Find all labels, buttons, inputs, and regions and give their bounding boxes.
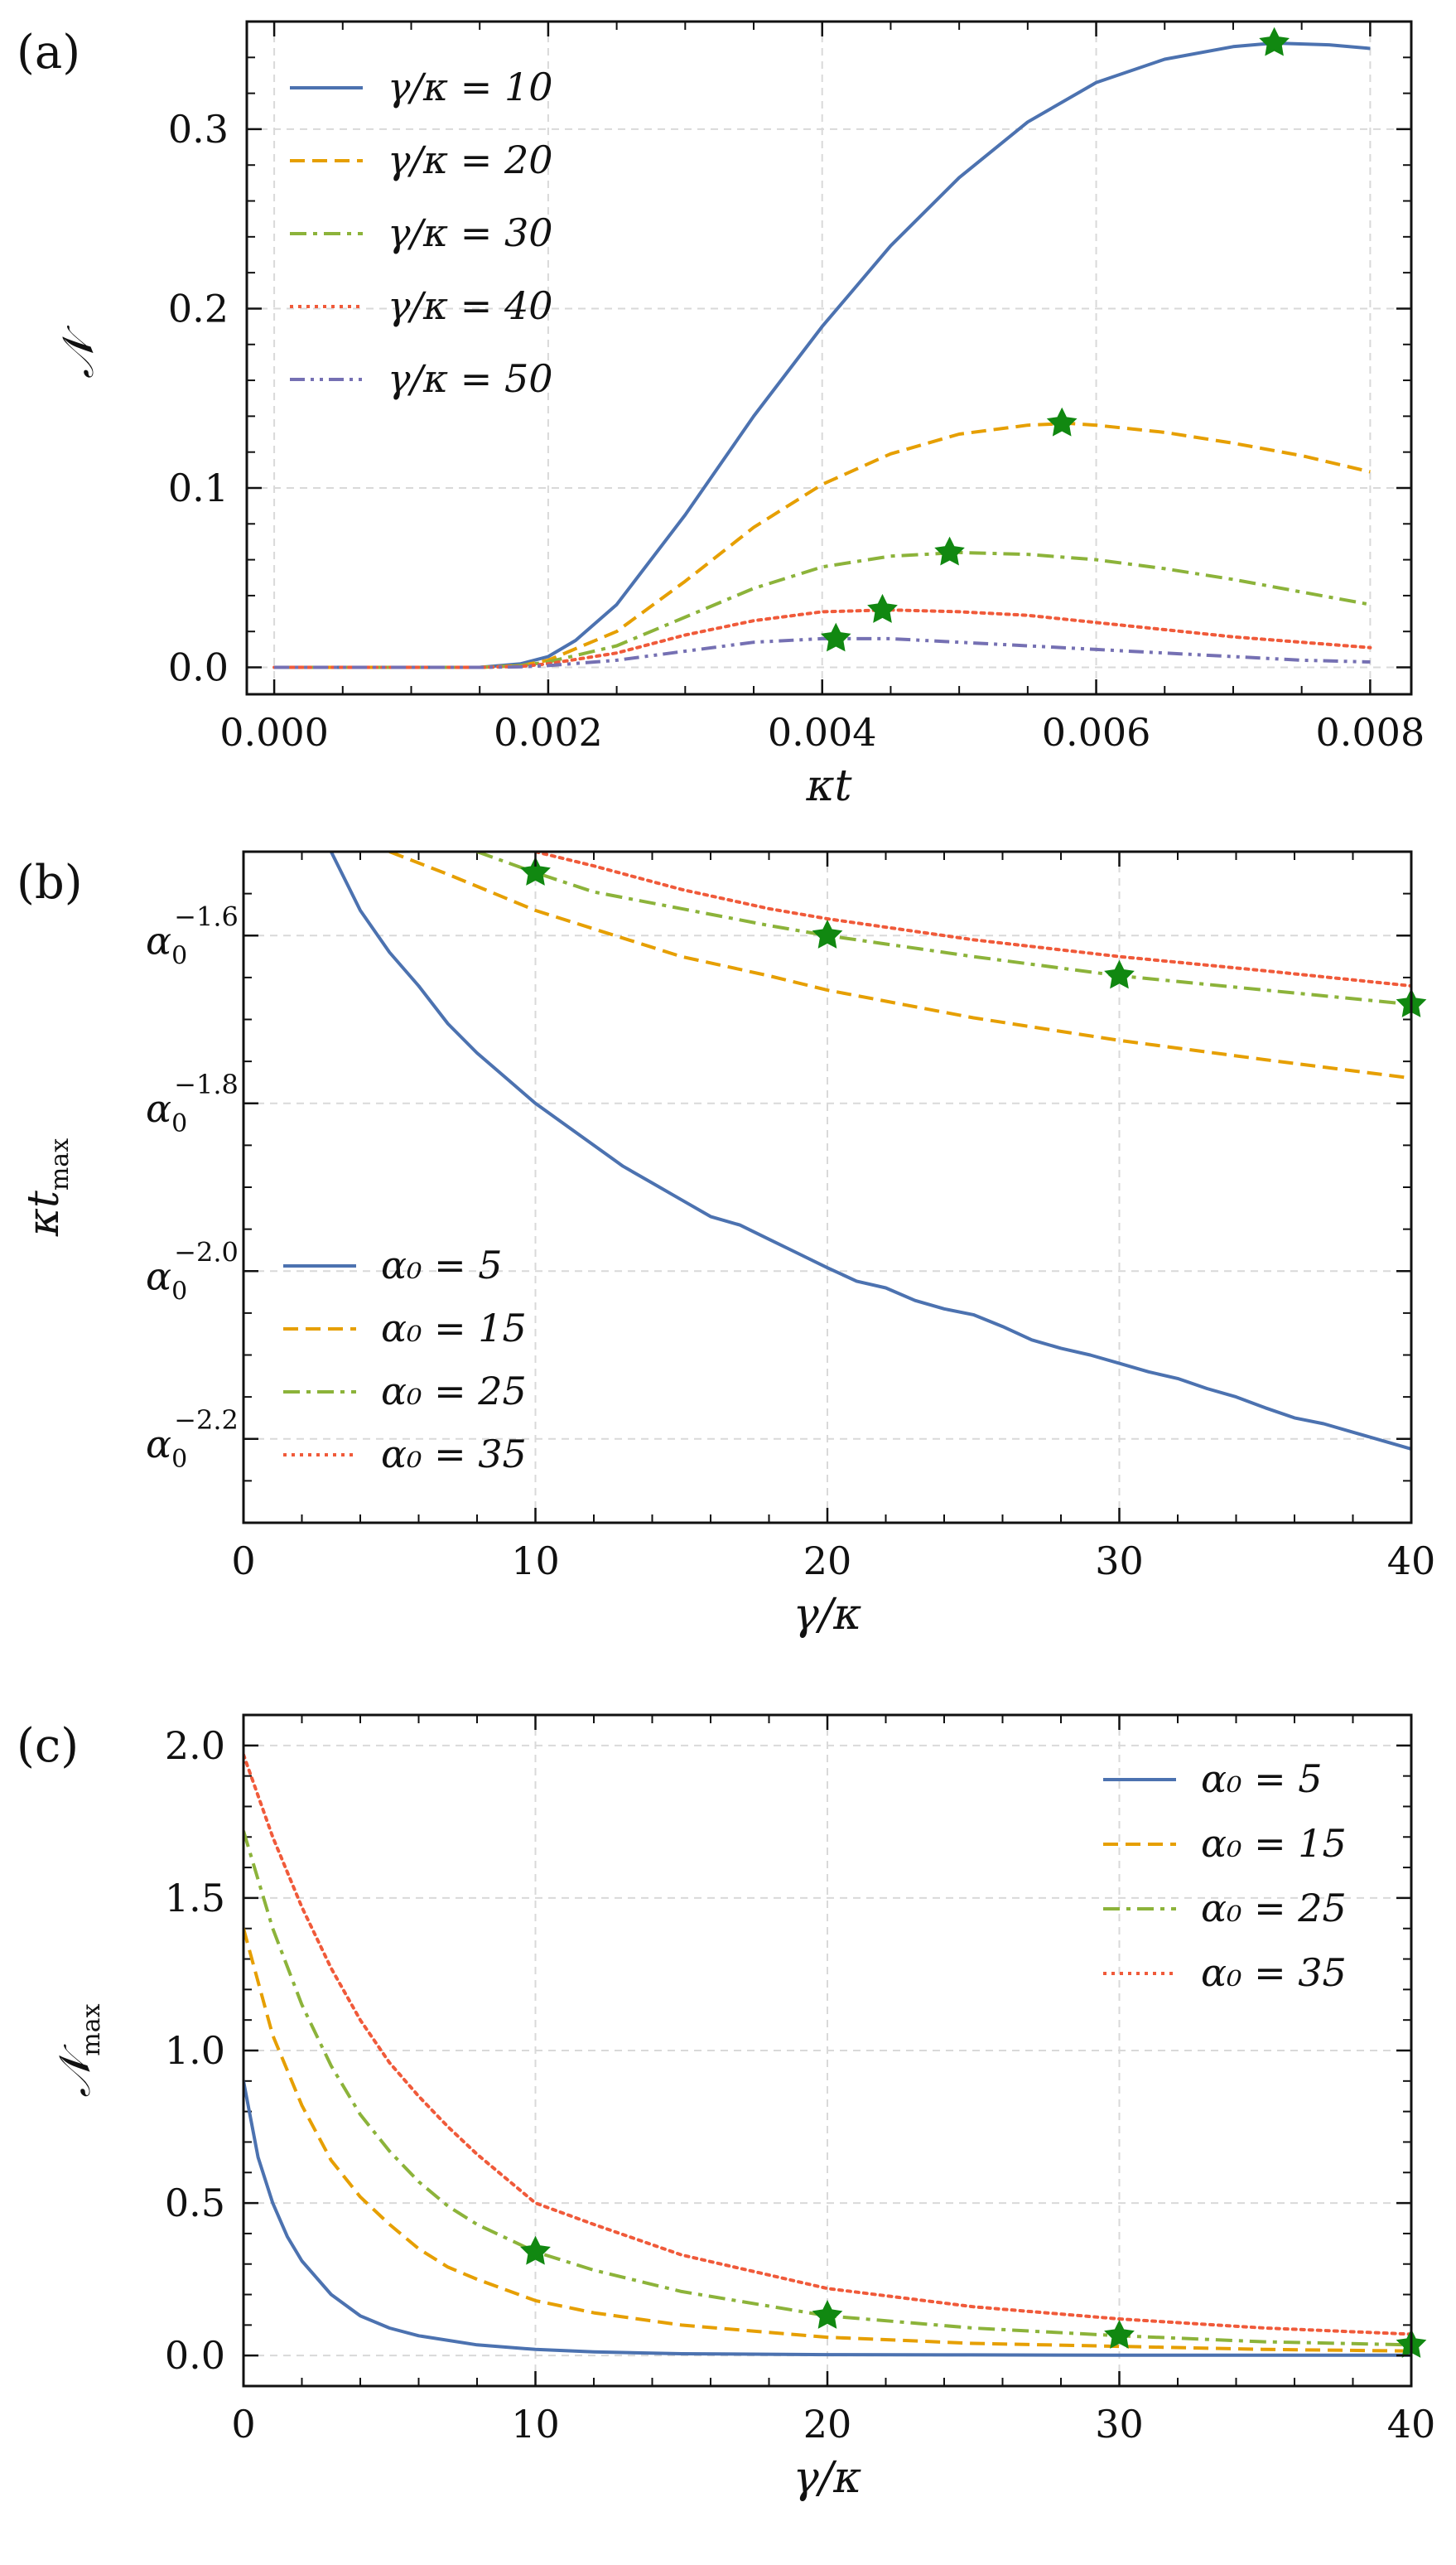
x-axis-label: κt	[806, 761, 852, 811]
series-line-3	[476, 852, 1411, 1007]
series-line-4	[243, 1752, 1411, 2336]
max-star-marker	[812, 2300, 843, 2329]
max-star-marker	[1259, 27, 1290, 56]
y-tick-label: 0.3	[168, 107, 229, 152]
y-tick-label: 0.0	[165, 2333, 225, 2378]
tick-sub: 0	[171, 1277, 187, 1306]
y-tick-label: 0.0	[168, 645, 229, 690]
x-tick-label: 0	[231, 2402, 255, 2447]
series-line-5	[274, 636, 1371, 669]
panel-label: (c)	[17, 1719, 79, 1773]
tick-base: α	[146, 918, 171, 963]
x-tick-label: 40	[1387, 1539, 1436, 1583]
max-star-marker	[1104, 2320, 1135, 2349]
tick-exp: −2.0	[174, 1236, 239, 1268]
x-tick-label: 10	[511, 2402, 560, 2447]
x-axis-label: γ/κ	[793, 1590, 862, 1640]
y-tick-label: 0.5	[165, 2181, 225, 2225]
y-axis-label: 𝒩max	[51, 2003, 106, 2097]
x-tick-label: 10	[511, 1539, 560, 1583]
series-line-2	[274, 422, 1371, 669]
y-tick-label: 2.0	[165, 1723, 225, 1768]
panel-b: 0 10 20 30 40α0−1.6α0−1.8α0−2.0α0−2.2γ/κκtma…	[17, 850, 1436, 1640]
legend-label: α₀ = 25	[381, 1369, 527, 1413]
x-tick-label: 0.004	[768, 710, 877, 755]
series-line-3	[274, 550, 1371, 669]
series-line-2	[388, 852, 1411, 1080]
legend-label: α₀ = 25	[1201, 1886, 1347, 1930]
y-tick-label: 1.0	[165, 2028, 225, 2073]
max-star-marker	[520, 2235, 551, 2265]
x-tick-label: 0.006	[1042, 710, 1151, 755]
legend-label: α₀ = 35	[381, 1432, 527, 1476]
tick-base: α	[146, 1254, 171, 1298]
x-tick-label: 40	[1387, 2402, 1436, 2447]
y-axis-label: 𝒩	[54, 325, 104, 379]
tick-sub: 0	[171, 1445, 187, 1474]
x-tick-label: 30	[1095, 1539, 1144, 1583]
series-line-4	[533, 852, 1411, 988]
legend-label: γ/κ = 40	[388, 283, 552, 328]
max-star-marker	[1104, 959, 1135, 989]
legend-label: γ/κ = 20	[388, 138, 552, 182]
legend-label: α₀ = 15	[1201, 1821, 1347, 1866]
legend-label: α₀ = 15	[381, 1306, 527, 1350]
max-star-marker	[812, 920, 843, 949]
x-tick-label: 20	[803, 2402, 852, 2447]
max-star-marker	[520, 857, 551, 886]
y-label-sub: max	[46, 1138, 75, 1191]
legend-label: α₀ = 5	[381, 1243, 503, 1287]
y-axis-label: κtmax	[19, 1138, 75, 1237]
series-line-4	[272, 608, 1372, 669]
panel-a: 0.000 0.002 0.004 0.006 0.008 0.0 0.1 0.2 0.3 κt 𝒩…	[17, 20, 1425, 811]
y-tick-label: α0 −1.6	[146, 901, 239, 970]
series-line-1	[274, 41, 1371, 669]
max-star-marker	[867, 593, 898, 623]
y-tick-label: 1.5	[165, 1876, 225, 1920]
tick-base: α	[146, 1086, 171, 1131]
y-tick-label: α0 −2.0	[146, 1236, 239, 1306]
legend-label: γ/κ = 30	[388, 210, 552, 255]
max-star-marker	[934, 536, 965, 566]
y-label-main: κt	[19, 1191, 69, 1237]
max-star-marker	[820, 622, 851, 652]
max-star-marker	[1046, 407, 1078, 437]
tick-exp: −1.8	[174, 1069, 239, 1100]
legend-label: α₀ = 35	[1201, 1950, 1347, 1995]
tick-sub: 0	[171, 941, 187, 970]
series-line-1	[330, 852, 1411, 1451]
y-tick-label: 0.1	[168, 466, 229, 510]
x-tick-label: 0.000	[219, 710, 329, 755]
y-tick-label: 0.2	[168, 286, 229, 331]
plot-frame	[245, 20, 1413, 696]
series-group	[243, 1752, 1411, 2357]
x-tick-label: 0.002	[494, 710, 603, 755]
y-tick-label: α0 −2.2	[146, 1404, 239, 1474]
panel-c: 0 10 20 30 40 0.0 0.5 1.0 1.5 2.0 γ/κ 𝒩max (c) α₀ = 5…	[17, 1713, 1436, 2503]
series-group	[330, 852, 1411, 1451]
y-tick-label: α0 −1.8	[146, 1069, 239, 1138]
tick-sub: 0	[171, 1109, 187, 1138]
legend-label: α₀ = 5	[1201, 1756, 1323, 1801]
series-line-2	[243, 1928, 1411, 2353]
y-label-main: 𝒩	[54, 325, 104, 379]
x-axis-label: γ/κ	[793, 2453, 862, 2503]
series-line-1	[243, 2080, 1411, 2357]
x-tick-label: 20	[803, 1539, 852, 1583]
x-tick-label: 30	[1095, 2402, 1144, 2447]
panel-label: (b)	[17, 856, 83, 910]
tick-exp: −1.6	[174, 901, 239, 932]
tick-base: α	[146, 1422, 171, 1466]
legend-label: γ/κ = 50	[388, 356, 552, 401]
y-label-sub: max	[77, 2003, 106, 2055]
x-tick-label: 0	[231, 1539, 255, 1583]
x-tick-label: 0.008	[1316, 710, 1425, 755]
series-line-3	[243, 1830, 1411, 2347]
series-group	[272, 41, 1372, 669]
panel-label: (a)	[17, 26, 80, 80]
tick-exp: −2.2	[174, 1404, 239, 1436]
legend-label: γ/κ = 10	[388, 65, 552, 109]
